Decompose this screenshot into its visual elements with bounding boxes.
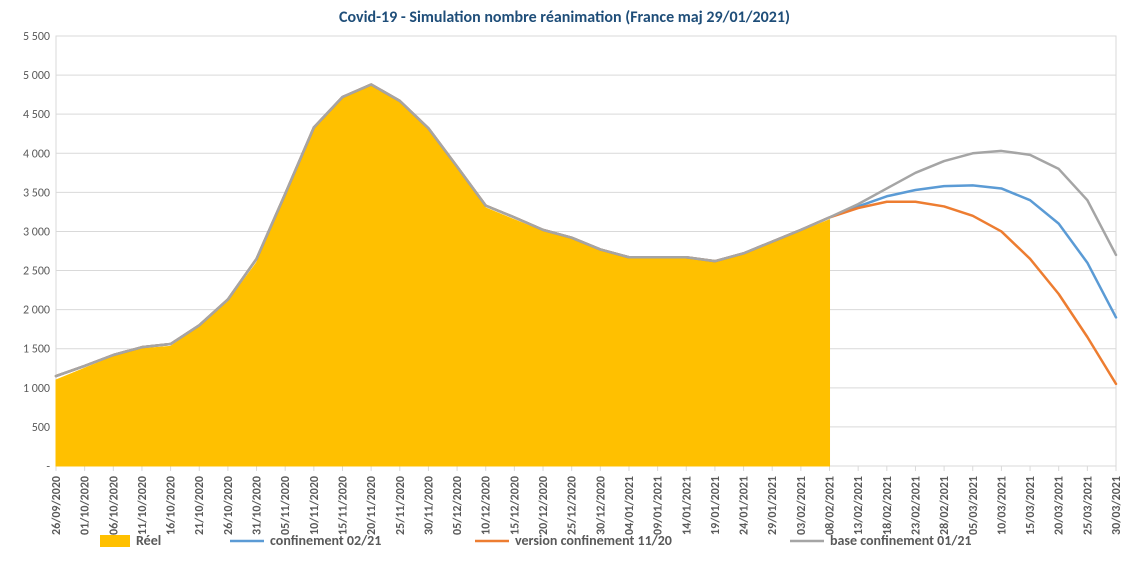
x-tick-label: 23/02/2021 <box>909 476 923 535</box>
x-tick-label: 11/10/2020 <box>136 476 150 535</box>
y-tick-label: 4 000 <box>23 147 50 161</box>
x-tick-label: 08/02/2021 <box>824 476 838 535</box>
x-tick-label: 20/12/2020 <box>537 476 551 535</box>
x-tick-label: 25/12/2020 <box>566 476 580 535</box>
x-tick-label: 30/12/2020 <box>594 476 608 535</box>
x-tick-label: 01/10/2020 <box>79 476 93 535</box>
x-tick-label: 18/02/2021 <box>881 476 895 535</box>
y-tick-label: 3 500 <box>23 186 50 200</box>
y-tick-label: 2 500 <box>23 265 50 279</box>
x-tick-label: 14/01/2021 <box>680 476 694 535</box>
y-tick-label: 2 000 <box>23 304 50 318</box>
x-tick-label: 30/11/2020 <box>422 476 436 535</box>
x-tick-label: 25/11/2020 <box>394 476 408 535</box>
chart-container: Covid-19 - Simulation nombre réanimation… <box>0 0 1129 565</box>
legend-label: version confinement 11/20 <box>515 532 672 549</box>
x-tick-label: 30/03/2021 <box>1110 476 1124 535</box>
x-tick-label: 04/01/2021 <box>623 476 637 535</box>
y-tick-label: 1 000 <box>23 382 50 396</box>
x-tick-label: 06/10/2020 <box>107 476 121 535</box>
x-tick-label: 21/10/2020 <box>193 476 207 535</box>
x-tick-label: 25/03/2021 <box>1081 476 1095 535</box>
y-tick-label: 3 000 <box>23 225 50 239</box>
x-tick-label: 13/02/2021 <box>852 476 866 535</box>
x-tick-label: 05/11/2020 <box>279 476 293 535</box>
y-tick-label: 5 000 <box>23 69 50 83</box>
x-tick-label: 05/03/2021 <box>967 476 981 535</box>
x-tick-label: 26/09/2020 <box>50 476 64 535</box>
x-tick-label: 28/02/2021 <box>938 476 952 535</box>
y-tick-label: 5 500 <box>23 30 50 44</box>
x-tick-label: 10/12/2020 <box>480 476 494 535</box>
x-tick-label: 20/11/2020 <box>365 476 379 535</box>
x-tick-label: 03/02/2021 <box>795 476 809 535</box>
x-tick-label: 05/12/2020 <box>451 476 465 535</box>
y-tick-label: 4 500 <box>23 108 50 122</box>
legend-label: Réel <box>136 532 161 549</box>
x-tick-label: 26/10/2020 <box>222 476 236 535</box>
y-tick-label: 1 500 <box>23 343 50 357</box>
legend-label: confinement 02/21 <box>270 532 381 549</box>
x-tick-label: 15/03/2021 <box>1024 476 1038 535</box>
x-tick-label: 31/10/2020 <box>251 476 265 535</box>
x-tick-label: 19/01/2021 <box>709 476 723 535</box>
legend-swatch <box>100 535 130 547</box>
x-tick-label: 15/11/2020 <box>336 476 350 535</box>
y-tick-label: 500 <box>32 421 50 435</box>
x-tick-label: 20/03/2021 <box>1053 476 1067 535</box>
chart-svg: Covid-19 - Simulation nombre réanimation… <box>0 0 1129 565</box>
x-tick-label: 09/01/2021 <box>652 476 666 535</box>
x-tick-label: 10/11/2020 <box>308 476 322 535</box>
x-tick-label: 24/01/2021 <box>738 476 752 535</box>
x-tick-label: 10/03/2021 <box>995 476 1009 535</box>
chart-title: Covid-19 - Simulation nombre réanimation… <box>339 8 790 27</box>
x-tick-label: 29/01/2021 <box>766 476 780 535</box>
x-tick-label: 16/10/2020 <box>165 476 179 535</box>
legend-label: base confinement 01/21 <box>830 532 972 549</box>
y-tick-label: - <box>46 460 50 474</box>
x-tick-label: 15/12/2020 <box>508 476 522 535</box>
